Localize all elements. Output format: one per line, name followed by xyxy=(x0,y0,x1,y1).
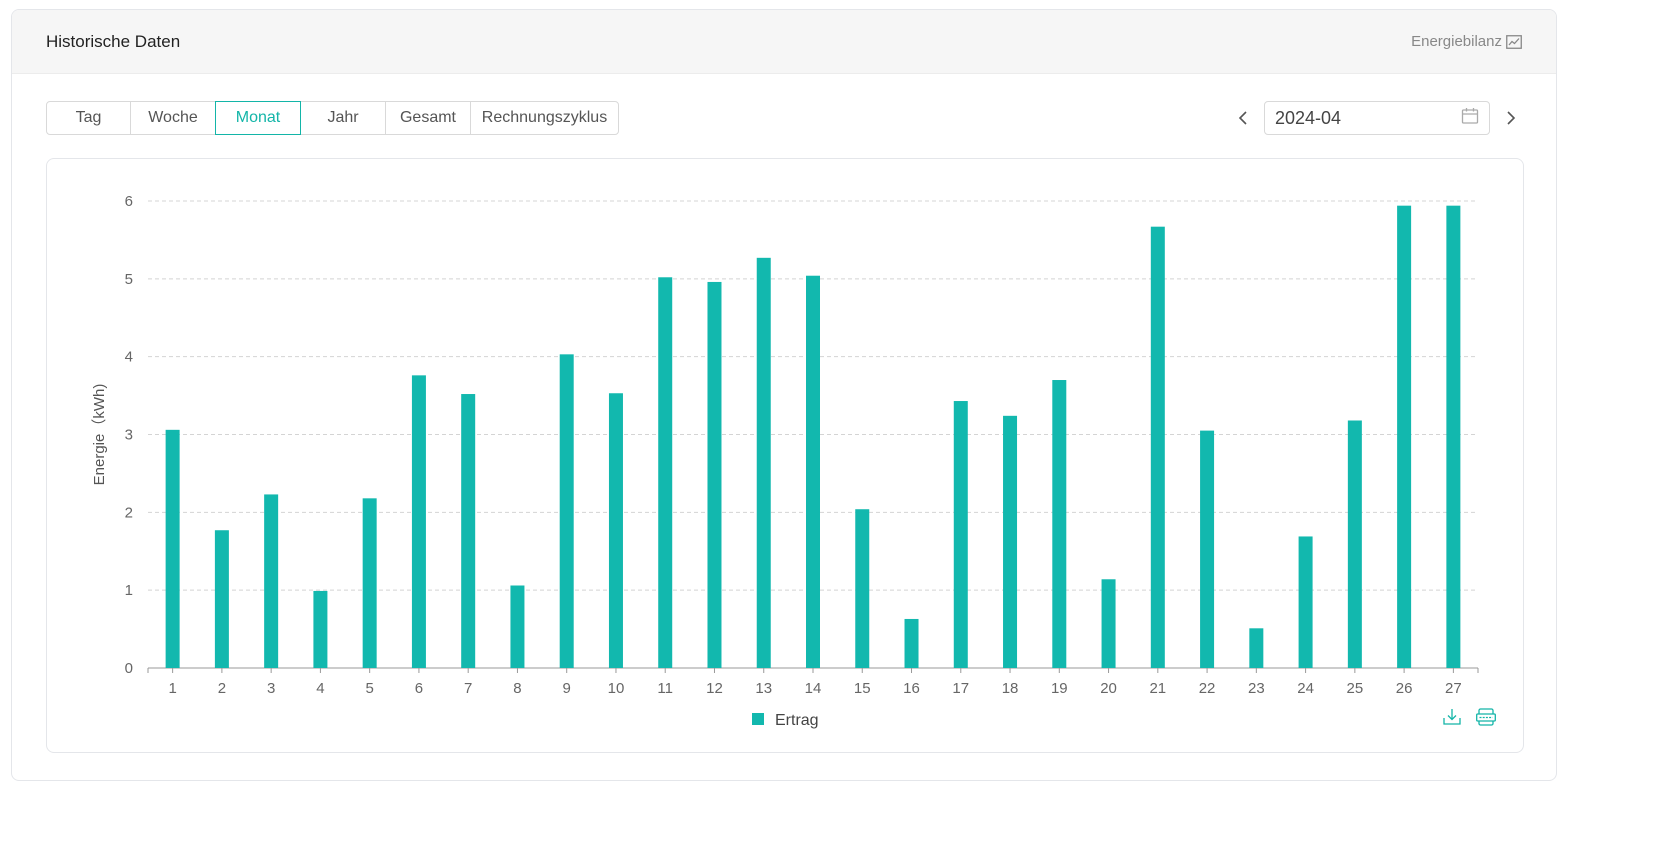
x-tick-label: 15 xyxy=(854,680,871,697)
bar xyxy=(461,394,476,668)
bar xyxy=(1101,579,1116,668)
x-tick-label: 11 xyxy=(657,680,673,697)
x-tick-label: 10 xyxy=(608,680,625,697)
legend-swatch xyxy=(752,713,764,725)
x-tick-label: 2 xyxy=(218,680,226,697)
bar xyxy=(1150,226,1165,668)
x-tick-label: 13 xyxy=(755,680,772,697)
bar xyxy=(1003,415,1018,668)
bar xyxy=(1298,536,1313,668)
legend-label: Ertrag xyxy=(775,712,819,729)
bar xyxy=(953,401,968,668)
date-navigation: 2024-04 xyxy=(1232,101,1522,135)
bar xyxy=(214,530,229,668)
energy-balance-label: Energiebilanz xyxy=(1411,33,1502,50)
tab-week[interactable]: Woche xyxy=(130,101,216,135)
month-picker[interactable]: 2024-04 xyxy=(1264,101,1490,135)
bar xyxy=(264,494,279,668)
bar xyxy=(707,281,722,668)
card-title: Historische Daten xyxy=(46,31,181,51)
x-tick-label: 12 xyxy=(706,680,723,697)
chart-actions xyxy=(1442,708,1496,731)
bar xyxy=(608,393,623,668)
x-tick-label: 21 xyxy=(1149,680,1166,697)
x-tick-label: 20 xyxy=(1100,680,1117,697)
bar xyxy=(658,277,673,668)
x-tick-label: 7 xyxy=(464,680,472,697)
y-tick-label: 2 xyxy=(125,504,133,521)
y-tick-label: 3 xyxy=(125,427,133,444)
y-tick-label: 0 xyxy=(125,660,133,677)
tab-month[interactable]: Monat xyxy=(215,101,301,135)
y-tick-label: 1 xyxy=(125,582,133,599)
line-chart-icon xyxy=(1506,34,1522,49)
csv-export-icon[interactable] xyxy=(1476,708,1496,731)
x-tick-label: 18 xyxy=(1002,680,1019,697)
calendar-icon xyxy=(1461,107,1479,130)
chevron-left-icon[interactable] xyxy=(1232,101,1254,135)
y-tick-label: 4 xyxy=(125,349,133,366)
bar xyxy=(1347,420,1362,668)
y-axis-label: Energie（kWh) xyxy=(91,384,108,486)
bar xyxy=(1249,628,1264,668)
x-tick-label: 22 xyxy=(1199,680,1216,697)
x-tick-label: 8 xyxy=(513,680,521,697)
chevron-right-icon[interactable] xyxy=(1500,101,1522,135)
bar xyxy=(855,509,870,668)
bar xyxy=(510,585,525,668)
bar xyxy=(362,498,377,668)
y-tick-label: 5 xyxy=(125,271,133,288)
x-tick-label: 6 xyxy=(415,680,423,697)
x-tick-label: 17 xyxy=(952,680,969,697)
x-tick-label: 4 xyxy=(316,680,324,697)
period-tabs: Tag Woche Monat Jahr Gesamt Rechnungszyk… xyxy=(46,101,619,135)
x-tick-label: 19 xyxy=(1051,680,1068,697)
bar xyxy=(806,275,820,668)
bar xyxy=(1200,430,1215,668)
y-tick-label: 6 xyxy=(125,193,133,210)
x-tick-label: 16 xyxy=(903,680,920,697)
tab-day[interactable]: Tag xyxy=(46,101,131,135)
x-tick-label: 27 xyxy=(1445,680,1462,697)
x-tick-label: 9 xyxy=(563,680,571,697)
bar xyxy=(411,375,426,668)
x-tick-label: 23 xyxy=(1248,680,1265,697)
chart-container: 0 1 2 3 4 5 6 1 2 3 4 5 6 7 8 9 10 11 12 13 14 15 16 17 18 19 20 21… xyxy=(46,158,1524,753)
download-icon[interactable] xyxy=(1442,708,1462,731)
bar xyxy=(904,618,919,668)
bar xyxy=(1052,380,1067,668)
x-tick-label: 5 xyxy=(365,680,373,697)
bar xyxy=(756,257,771,668)
bar xyxy=(165,429,180,668)
x-tick-label: 24 xyxy=(1297,680,1314,697)
bar xyxy=(559,354,574,668)
tab-billing-cycle[interactable]: Rechnungszyklus xyxy=(470,101,619,135)
chart-toolbar: Tag Woche Monat Jahr Gesamt Rechnungszyk… xyxy=(46,101,1522,135)
bar xyxy=(1446,205,1461,669)
x-tick-label: 3 xyxy=(267,680,275,697)
historical-data-card: Historische Daten Energiebilanz Tag Woch… xyxy=(11,9,1557,781)
x-tick-label: 14 xyxy=(805,680,822,697)
energy-balance-link[interactable]: Energiebilanz xyxy=(1411,33,1522,50)
x-tick-label: 25 xyxy=(1347,680,1364,697)
tab-total[interactable]: Gesamt xyxy=(385,101,471,135)
x-tick-label: 1 xyxy=(168,680,176,697)
bar xyxy=(313,590,328,668)
bar xyxy=(1397,205,1412,669)
x-tick-label: 26 xyxy=(1396,680,1413,697)
tab-year[interactable]: Jahr xyxy=(300,101,386,135)
card-header: Historische Daten Energiebilanz xyxy=(12,10,1556,74)
month-picker-value: 2024-04 xyxy=(1275,107,1342,128)
